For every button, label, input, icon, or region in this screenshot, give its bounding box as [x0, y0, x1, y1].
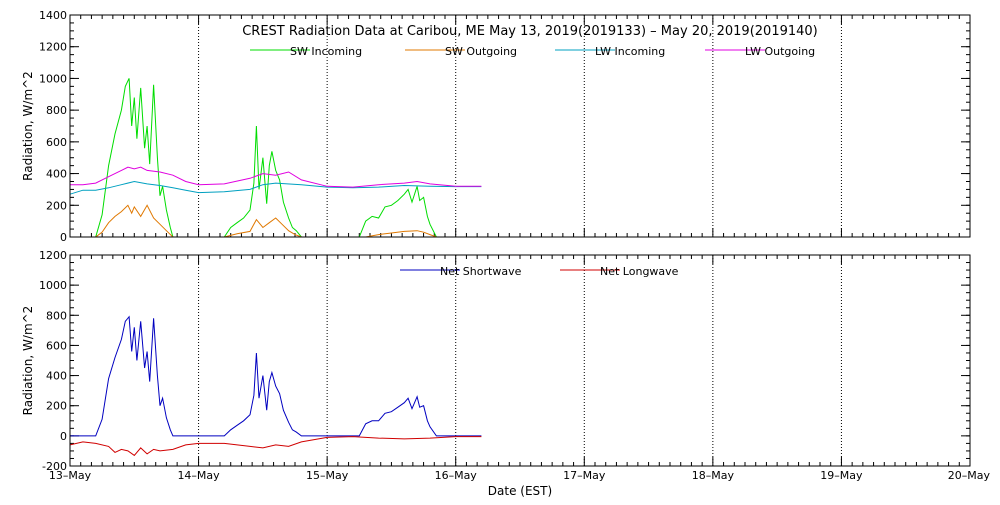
y-tick-label: 1400: [39, 9, 67, 22]
y-tick-label: 200: [46, 199, 67, 212]
x-axis-label: Date (EST): [488, 484, 552, 498]
y-tick-label: 800: [46, 104, 67, 117]
y-axis-label: Radiation, W/m^2: [21, 306, 35, 416]
series-line-lw-incoming: [69, 180, 482, 195]
legend-label: SW Incoming: [290, 45, 362, 58]
y-tick-label: 200: [46, 400, 67, 413]
series-line-sw-incoming: [70, 78, 482, 238]
y-tick-label: 1200: [39, 249, 67, 262]
series-line-lw-outgoing: [70, 166, 482, 188]
legend-label: Net Longwave: [600, 265, 679, 278]
legend-label: SW Outgoing: [445, 45, 517, 58]
y-tick-label: 0: [60, 231, 67, 244]
x-tick-label: 19–May: [820, 469, 863, 482]
y-tick-label: 400: [46, 168, 67, 181]
y-tick-label: 600: [46, 339, 67, 352]
y-tick-label: 800: [46, 309, 67, 322]
y-tick-label: 600: [46, 136, 67, 149]
y-tick-label: 400: [46, 370, 67, 383]
series-line-sw-outgoing: [70, 204, 482, 238]
x-tick-label: 14–May: [177, 469, 220, 482]
legend-label: LW Outgoing: [745, 45, 815, 58]
y-tick-label: 1000: [39, 279, 67, 292]
x-tick-label: 16–May: [435, 469, 478, 482]
series-line-net-longwave: [69, 436, 482, 457]
chart-title: CREST Radiation Data at Caribou, ME May …: [242, 24, 818, 39]
y-axis-label: Radiation, W/m^2: [21, 71, 35, 181]
legend-label: Net Shortwave: [440, 265, 522, 278]
bottom-panel: -200 0 200 400 600 800 1000 1200 13–May 14–May 15–…: [21, 249, 990, 482]
x-tick-label: 18–May: [692, 469, 735, 482]
top-panel: 0 200 400 600 800 1000 1200 1400 Radiation, W/m^…: [21, 9, 971, 244]
x-tick-label: 17–May: [563, 469, 606, 482]
y-tick-label: 0: [60, 430, 67, 443]
plot-frame: [69, 14, 971, 238]
x-tick-label: 13–May: [49, 469, 92, 482]
plot-frame: [69, 254, 971, 467]
y-tick-label: -200: [42, 460, 67, 473]
x-tick-label: 20–May: [948, 469, 991, 482]
legend-label: LW Incoming: [595, 45, 665, 58]
series-line-net-shortwave: [70, 315, 482, 437]
y-tick-label: 1200: [39, 41, 67, 54]
y-tick-label: 1000: [39, 72, 67, 85]
x-tick-label: 15–May: [306, 469, 349, 482]
